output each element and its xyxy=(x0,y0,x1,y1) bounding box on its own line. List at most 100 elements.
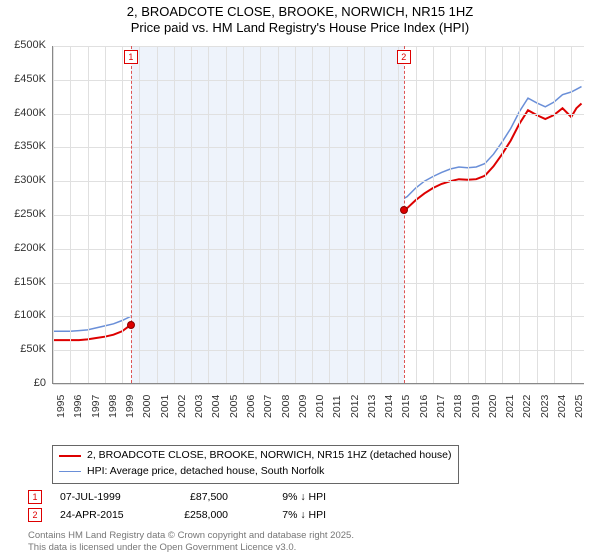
x-tick-label: 1998 xyxy=(107,395,119,418)
x-tick-label: 2003 xyxy=(193,395,205,418)
x-tick-label: 2025 xyxy=(573,395,585,418)
x-tick-label: 2016 xyxy=(418,395,430,418)
x-tick-label: 2001 xyxy=(159,395,171,418)
sale-vline xyxy=(131,46,132,383)
legend: 2, BROADCOTE CLOSE, BROOKE, NORWICH, NR1… xyxy=(52,445,459,484)
y-tick-label: £400K xyxy=(0,107,46,119)
chart-container: 2, BROADCOTE CLOSE, BROOKE, NORWICH, NR1… xyxy=(0,0,600,560)
x-tick-label: 2008 xyxy=(280,395,292,418)
x-tick-label: 2005 xyxy=(228,395,240,418)
y-tick-label: £150K xyxy=(0,276,46,288)
sales-row-2: 2 24-APR-2015 £258,000 7% ↓ HPI xyxy=(28,506,326,524)
gridline-h xyxy=(53,283,584,284)
gridline-v xyxy=(571,46,572,383)
x-tick-label: 2015 xyxy=(400,395,412,418)
sale-vline xyxy=(404,46,405,383)
x-tick-label: 1996 xyxy=(72,395,84,418)
x-tick-label: 2009 xyxy=(297,395,309,418)
legend-row-hpi: HPI: Average price, detached house, Sout… xyxy=(59,464,452,480)
sale-badge-on-plot: 2 xyxy=(397,50,411,64)
gridline-v xyxy=(226,46,227,383)
legend-label-hpi: HPI: Average price, detached house, Sout… xyxy=(87,464,324,480)
footer: Contains HM Land Registry data © Crown c… xyxy=(28,530,354,554)
y-tick-label: £500K xyxy=(0,39,46,51)
gridline-v xyxy=(295,46,296,383)
x-tick-label: 2004 xyxy=(210,395,222,418)
gridline-v xyxy=(208,46,209,383)
sale-badge-2: 2 xyxy=(28,508,42,522)
y-tick-label: £200K xyxy=(0,242,46,254)
x-tick-label: 2014 xyxy=(383,395,395,418)
gridline-h xyxy=(53,249,584,250)
gridline-h xyxy=(53,215,584,216)
gridline-h xyxy=(53,181,584,182)
sales-table: 1 07-JUL-1999 £87,500 9% ↓ HPI 2 24-APR-… xyxy=(28,488,326,524)
sale-price-2: £258,000 xyxy=(158,509,228,521)
gridline-v xyxy=(485,46,486,383)
x-tick-label: 2010 xyxy=(314,395,326,418)
y-tick-label: £250K xyxy=(0,208,46,220)
footer-line-2: This data is licensed under the Open Gov… xyxy=(28,542,354,554)
gridline-v xyxy=(398,46,399,383)
gridline-h xyxy=(53,147,584,148)
gridline-v xyxy=(260,46,261,383)
x-tick-label: 2013 xyxy=(366,395,378,418)
sale-badge-1: 1 xyxy=(28,490,42,504)
gridline-h xyxy=(53,80,584,81)
gridline-h xyxy=(53,114,584,115)
gridline-v xyxy=(174,46,175,383)
gridline-v xyxy=(139,46,140,383)
x-tick-label: 2006 xyxy=(245,395,257,418)
y-tick-label: £450K xyxy=(0,73,46,85)
legend-row-price-paid: 2, BROADCOTE CLOSE, BROOKE, NORWICH, NR1… xyxy=(59,448,452,464)
x-tick-label: 2011 xyxy=(331,395,343,418)
gridline-v xyxy=(502,46,503,383)
x-tick-label: 2000 xyxy=(141,395,153,418)
gridline-v xyxy=(450,46,451,383)
y-tick-label: £100K xyxy=(0,309,46,321)
gridline-v xyxy=(416,46,417,383)
x-tick-label: 2020 xyxy=(487,395,499,418)
sales-row-1: 1 07-JUL-1999 £87,500 9% ↓ HPI xyxy=(28,488,326,506)
title-block: 2, BROADCOTE CLOSE, BROOKE, NORWICH, NR1… xyxy=(0,0,600,37)
y-tick-label: £350K xyxy=(0,140,46,152)
sale-marker xyxy=(127,321,135,329)
footer-line-1: Contains HM Land Registry data © Crown c… xyxy=(28,530,354,542)
gridline-h xyxy=(53,46,584,47)
sale-badge-on-plot: 1 xyxy=(124,50,138,64)
gridline-v xyxy=(347,46,348,383)
title-line-1: 2, BROADCOTE CLOSE, BROOKE, NORWICH, NR1… xyxy=(0,4,600,20)
plot-area: 12 xyxy=(52,46,584,384)
x-tick-label: 2017 xyxy=(435,395,447,418)
legend-swatch-price-paid xyxy=(59,455,81,457)
gridline-v xyxy=(312,46,313,383)
legend-label-price-paid: 2, BROADCOTE CLOSE, BROOKE, NORWICH, NR1… xyxy=(87,448,452,464)
x-tick-label: 2018 xyxy=(452,395,464,418)
gridline-v xyxy=(554,46,555,383)
x-tick-label: 2021 xyxy=(504,395,516,418)
sale-pct-1: 9% ↓ HPI xyxy=(246,491,326,503)
x-tick-label: 2012 xyxy=(349,395,361,418)
x-tick-label: 2024 xyxy=(556,395,568,418)
gridline-v xyxy=(329,46,330,383)
x-tick-label: 2023 xyxy=(539,395,551,418)
gridline-v xyxy=(53,46,54,383)
y-tick-label: £300K xyxy=(0,174,46,186)
sale-marker xyxy=(400,206,408,214)
gridline-v xyxy=(381,46,382,383)
gridline-v xyxy=(364,46,365,383)
y-tick-label: £0 xyxy=(0,377,46,389)
x-tick-label: 1995 xyxy=(55,395,67,418)
gridline-v xyxy=(157,46,158,383)
gridline-v xyxy=(468,46,469,383)
gridline-v xyxy=(537,46,538,383)
sale-pct-2: 7% ↓ HPI xyxy=(246,509,326,521)
chart-area: 12 £0£50K£100K£150K£200K£250K£300K£350K£… xyxy=(0,40,600,430)
y-tick-label: £50K xyxy=(0,343,46,355)
gridline-v xyxy=(105,46,106,383)
sale-date-2: 24-APR-2015 xyxy=(60,509,140,521)
x-tick-label: 2007 xyxy=(262,395,274,418)
gridline-v xyxy=(243,46,244,383)
x-tick-label: 2022 xyxy=(521,395,533,418)
gridline-h xyxy=(53,384,584,385)
